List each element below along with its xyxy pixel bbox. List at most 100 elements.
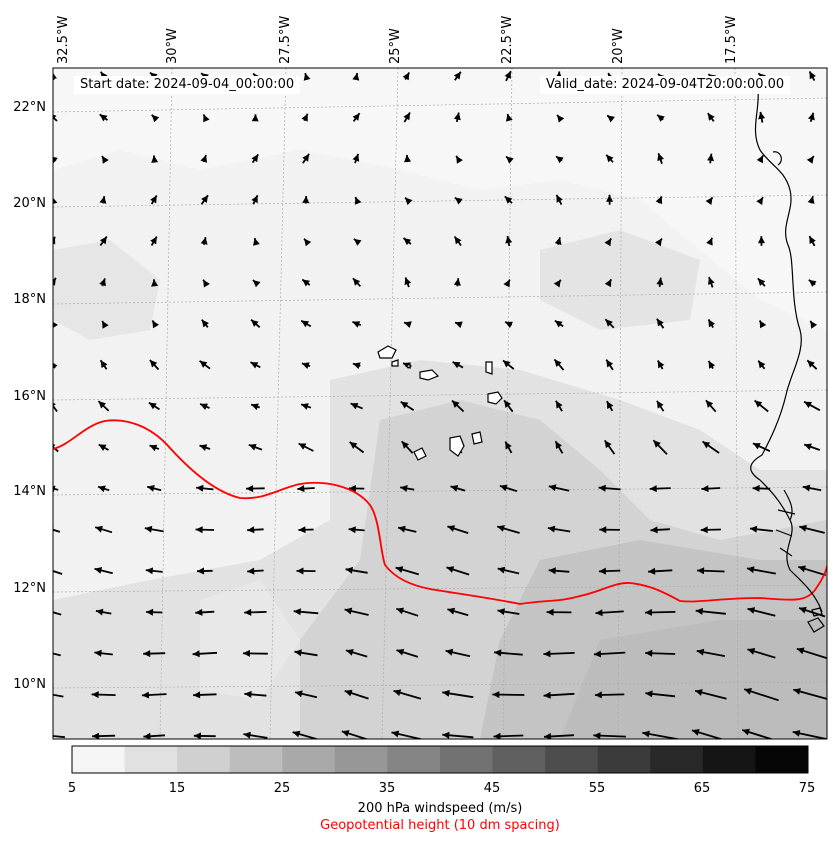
wind-arrow-head [645,649,653,657]
wind-arrow-head [348,526,356,534]
wind-arrow-head [655,196,663,205]
wind-arrow-head [304,238,312,247]
wind-arrow-head [804,443,812,451]
wind-arrow-head [598,567,606,575]
wind-arrow-head [53,362,58,369]
wind-arrow-head [149,360,158,368]
wind-arrow-head [648,567,656,575]
wind-arrow-head [593,650,602,658]
graticule [53,68,827,739]
colorbar-frame [71,745,809,774]
lat-label: 20°N [13,196,46,211]
wind-arrow-head [544,733,552,739]
wind-arrow-head [455,321,463,329]
wind-arrow-head [708,360,716,369]
wind-arrow-head [150,195,157,204]
wind-arrow-head [99,196,107,204]
colorbar-tick-label: 45 [483,781,501,796]
wind-arrow-head [505,441,512,450]
wind-arrow-head [150,236,157,245]
wind-arrow-head [298,526,306,534]
wind-arrow-head [400,485,408,492]
wind-arrow-head [799,606,807,614]
colorbar-segment [545,746,599,773]
valid-date-label: Valid_date: 2024-09-04T20:00:00.00 [540,76,791,94]
wind-arrow-head [810,320,818,329]
wind-arrow-head [607,115,615,123]
colorbar-segment [387,746,441,773]
wind-arrow-head [344,607,353,615]
wind-arrow-head [505,321,513,329]
wind-arrow-shaft [53,652,61,657]
wind-arrow-head [301,403,309,410]
colorbar-segment [177,746,231,773]
wind-arrow-head [799,524,807,532]
colorbar-tick-label: 25 [273,781,291,796]
wind-arrow-head [251,319,259,327]
wind-arrow-head [604,279,612,288]
wind-arrow-head [253,238,260,246]
wind-arrow-head [346,649,354,656]
wind-arrow-head [349,442,358,449]
wind-arrow-head [141,691,150,699]
wind-arrow-head [504,400,512,408]
wind-arrow-head [298,443,307,450]
map-frame [52,67,828,740]
wind-arrow-head [506,156,514,164]
wind-arrow-head [606,401,614,409]
wind-arrow-head [98,401,106,409]
wind-arrow-head [657,114,665,122]
wind-arrow-head [196,484,204,492]
wind-arrow-head [505,113,513,122]
colorbar-subtitle: Geopotential height (10 dm spacing) [320,818,560,833]
wind-arrow-head [744,688,752,695]
wind-arrow-head [341,730,350,737]
wind-arrow-head [344,689,353,697]
lon-label: 20°W [611,28,626,64]
wind-arrow-head [645,690,653,698]
wind-arrow-head [604,238,612,247]
wind-arrow-head [802,484,811,492]
wind-arrow-head [200,237,208,245]
wind-arrow-head [352,153,360,162]
wind-arrow-head [53,114,57,120]
colorbar-segment [597,746,651,773]
wind-arrow-head [807,196,815,204]
lat-label: 22°N [13,100,46,115]
wind-arrow-head [195,526,203,534]
wind-arrow-shaft [53,404,58,413]
wind-arrow-head [695,689,703,696]
wind-arrow-head [657,153,664,162]
wind-arrow-head [504,71,511,79]
wind-arrow-head [705,400,714,408]
coastline [750,89,825,633]
wind-arrow-head [442,689,450,697]
colorbar-tick-label: 55 [588,781,606,796]
geopotential-height-contour [53,419,827,605]
lat-label: 10°N [13,677,46,692]
colorbar-segment [492,746,546,773]
wind-arrow-head [758,236,765,244]
wind-arrow-head [757,278,766,286]
wind-arrow-head [742,728,750,736]
wind-arrow-head [809,71,816,80]
wind-arrow-head [747,648,756,655]
wind-arrow-head [94,567,103,574]
wind-arrow-head [396,648,405,656]
wind-arrow-head [293,608,301,616]
colorbar-segment [72,746,126,773]
wind-arrow-head [345,566,353,574]
wind-arrow-head [404,154,411,163]
wind-arrow-head [497,525,505,532]
wind-arrow-head [403,238,412,246]
wind-arrow-head [250,362,259,369]
wind-arrow-head [505,236,513,244]
wind-arrow-head [700,526,708,534]
colorbar-tick-label: 5 [67,781,77,796]
wind-arrow-head [247,567,255,575]
wind-arrow-head [353,238,362,246]
wind-arrow-head [442,731,450,739]
wind-arrow-head [792,730,801,737]
wind-arrow-head [554,359,562,367]
wind-arrow-head [450,485,459,492]
